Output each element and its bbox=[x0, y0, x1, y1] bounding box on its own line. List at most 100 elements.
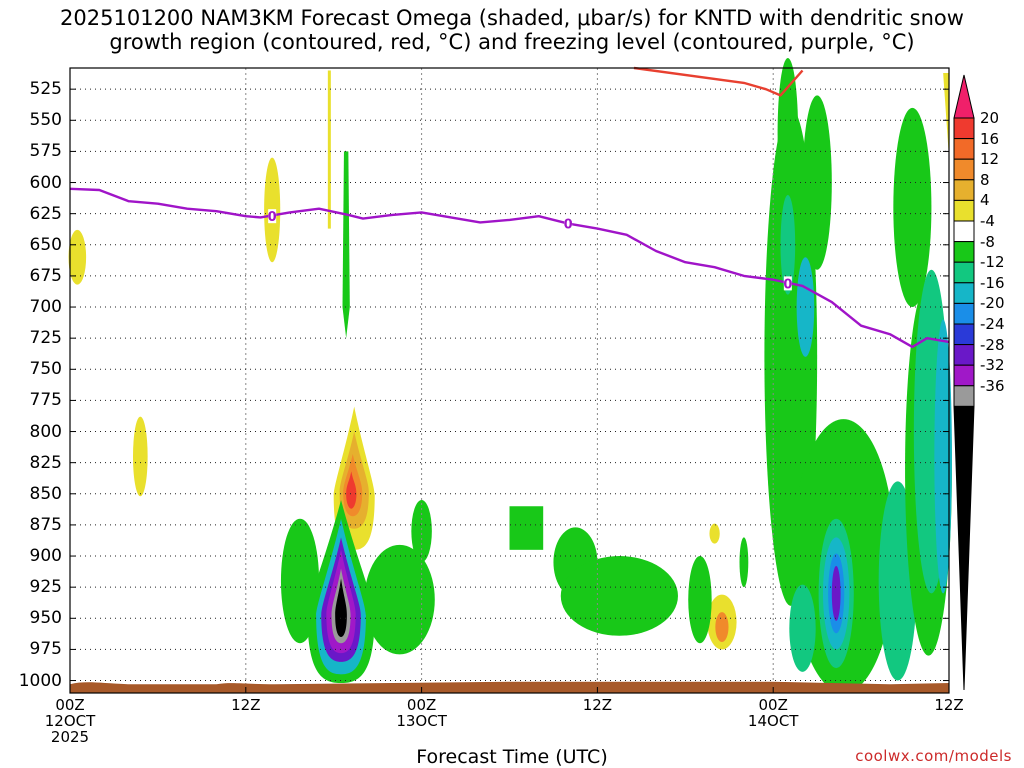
colorbar-label: -36 bbox=[980, 376, 1005, 395]
colorbar-swatch bbox=[953, 302, 975, 325]
colorbar-label: -32 bbox=[980, 356, 1005, 375]
pressure-level-label: 950 bbox=[29, 608, 62, 629]
colorbar-swatch bbox=[953, 364, 975, 387]
omega-cell-orange-953 bbox=[715, 612, 729, 642]
credit-link[interactable]: coolwx.com/models bbox=[855, 747, 1012, 765]
omega-streak-yellow bbox=[327, 70, 331, 229]
omega-streak-green bbox=[342, 151, 350, 339]
omega-cell-green-24h bbox=[411, 500, 432, 563]
colorbar-swatch bbox=[953, 74, 975, 119]
time-axis-label: 00Z bbox=[758, 696, 788, 714]
axis-ticks bbox=[69, 88, 950, 693]
chart-title-line2: growth region (contoured, red, °C) and f… bbox=[109, 30, 915, 54]
colorbar-swatch bbox=[953, 199, 975, 222]
omega-cell-green-600 bbox=[802, 95, 832, 270]
omega-cell-green-43h bbox=[688, 556, 712, 644]
pressure-level-label: 875 bbox=[29, 514, 62, 535]
time-axis-label: 12Z bbox=[934, 696, 964, 714]
colorbar-swatch bbox=[953, 117, 975, 140]
colorbar-swatch bbox=[953, 344, 975, 366]
omega-core-black bbox=[335, 578, 347, 637]
freezing-level-label: 0 bbox=[268, 210, 277, 225]
colorbar bbox=[953, 74, 975, 691]
pressure-level-label: 750 bbox=[29, 359, 62, 380]
colorbar-swatch bbox=[953, 323, 975, 346]
colorbar-label: 4 bbox=[980, 191, 990, 210]
pressure-level-label: 925 bbox=[29, 577, 62, 598]
colorbar-swatch bbox=[953, 385, 975, 407]
omega-cell-green-30h bbox=[509, 506, 544, 550]
colorbar-label: -24 bbox=[980, 315, 1005, 333]
plot-frame bbox=[69, 67, 950, 694]
colorbar-label: -4 bbox=[980, 212, 995, 230]
omega-cell-yellow-edge bbox=[943, 72, 949, 158]
omega-cell-teal-958 bbox=[789, 584, 816, 672]
colorbar-label: -28 bbox=[980, 335, 1005, 354]
pressure-level-label: 600 bbox=[29, 172, 62, 193]
omega-cell-green-620 bbox=[893, 107, 932, 308]
pressure-level-label: 825 bbox=[29, 452, 62, 473]
colorbar-swatch bbox=[953, 405, 975, 691]
colorbar-label: 20 bbox=[980, 109, 1000, 127]
pressure-level-label: 1000 bbox=[18, 670, 62, 691]
freezing-level-label: 0 bbox=[783, 277, 792, 292]
terrain-ground-fill bbox=[70, 681, 949, 693]
omega-shading bbox=[68, 58, 952, 693]
omega-cell-green-37h bbox=[560, 556, 678, 636]
colorbar-swatch bbox=[953, 158, 975, 181]
pressure-level-label: 675 bbox=[29, 265, 62, 286]
time-axis-label: 14OCT bbox=[747, 712, 799, 730]
x-axis-title: Forecast Time (UTC) bbox=[416, 746, 608, 768]
time-axis-label: 00Z bbox=[406, 696, 437, 714]
time-axis-label: 12Z bbox=[231, 696, 261, 714]
time-axis-label: 12Z bbox=[582, 696, 613, 714]
colorbar-label: 12 bbox=[980, 150, 1000, 169]
colorbar-label: -20 bbox=[980, 294, 1005, 313]
pressure-level-label: 525 bbox=[29, 79, 62, 100]
freezing-label-bg bbox=[783, 276, 792, 291]
colorbar-swatch bbox=[953, 179, 975, 201]
omega-cell-yellow-882 bbox=[709, 523, 720, 544]
pressure-level-label: 850 bbox=[29, 483, 62, 504]
pressure-level-label: 625 bbox=[29, 203, 62, 224]
omega-cell-teal-650 bbox=[780, 194, 796, 295]
pressure-level-label: 725 bbox=[29, 328, 62, 349]
freezing-label-bg bbox=[268, 209, 277, 224]
time-axis-label: 2025 bbox=[50, 728, 90, 746]
pressure-level-label: 800 bbox=[29, 421, 62, 442]
time-axis-label: 00Z bbox=[55, 696, 85, 714]
colorbar-swatch bbox=[953, 138, 975, 160]
colorbar-label: 16 bbox=[980, 129, 1000, 148]
pressure-level-label: 775 bbox=[29, 390, 62, 411]
omega-cell-yellow-left bbox=[68, 229, 87, 285]
colorbar-swatch bbox=[953, 282, 975, 304]
pressure-level-label: 900 bbox=[29, 546, 62, 567]
pressure-level-label: 575 bbox=[29, 141, 62, 162]
colorbar-label: 8 bbox=[980, 170, 990, 189]
colorbar-label: -16 bbox=[980, 273, 1005, 292]
time-axis-label: 12OCT bbox=[44, 712, 96, 730]
colorbar-label: -12 bbox=[980, 253, 1005, 272]
colorbar-swatch bbox=[953, 220, 975, 243]
pressure-level-label: 650 bbox=[29, 234, 62, 255]
contour-lines: 0 0 0 bbox=[69, 66, 950, 349]
dendritic-growth-line bbox=[633, 66, 804, 97]
pressure-level-label: 550 bbox=[29, 110, 62, 131]
freezing-level-line bbox=[69, 187, 950, 349]
chart-grid bbox=[70, 68, 949, 693]
freezing-label-bg bbox=[564, 216, 573, 231]
omega-cell-green-46h bbox=[739, 537, 749, 588]
omega-cell-green-22h bbox=[364, 544, 435, 655]
pressure-level-label: 975 bbox=[29, 639, 62, 660]
colorbar-label: -8 bbox=[980, 232, 995, 251]
omega-cell-yellow-805 bbox=[132, 416, 148, 497]
time-axis-label: 13OCT bbox=[396, 712, 447, 730]
colorbar-swatch bbox=[953, 241, 975, 263]
freezing-level-label: 0 bbox=[564, 218, 573, 233]
omega-core-red bbox=[346, 471, 357, 509]
terrain-ground bbox=[70, 681, 949, 693]
pressure-level-label: 700 bbox=[29, 297, 62, 318]
omega-cell-deepblue-930 bbox=[831, 566, 841, 621]
chart-title-line1: 2025101200 NAM3KM Forecast Omega (shaded… bbox=[60, 6, 964, 30]
